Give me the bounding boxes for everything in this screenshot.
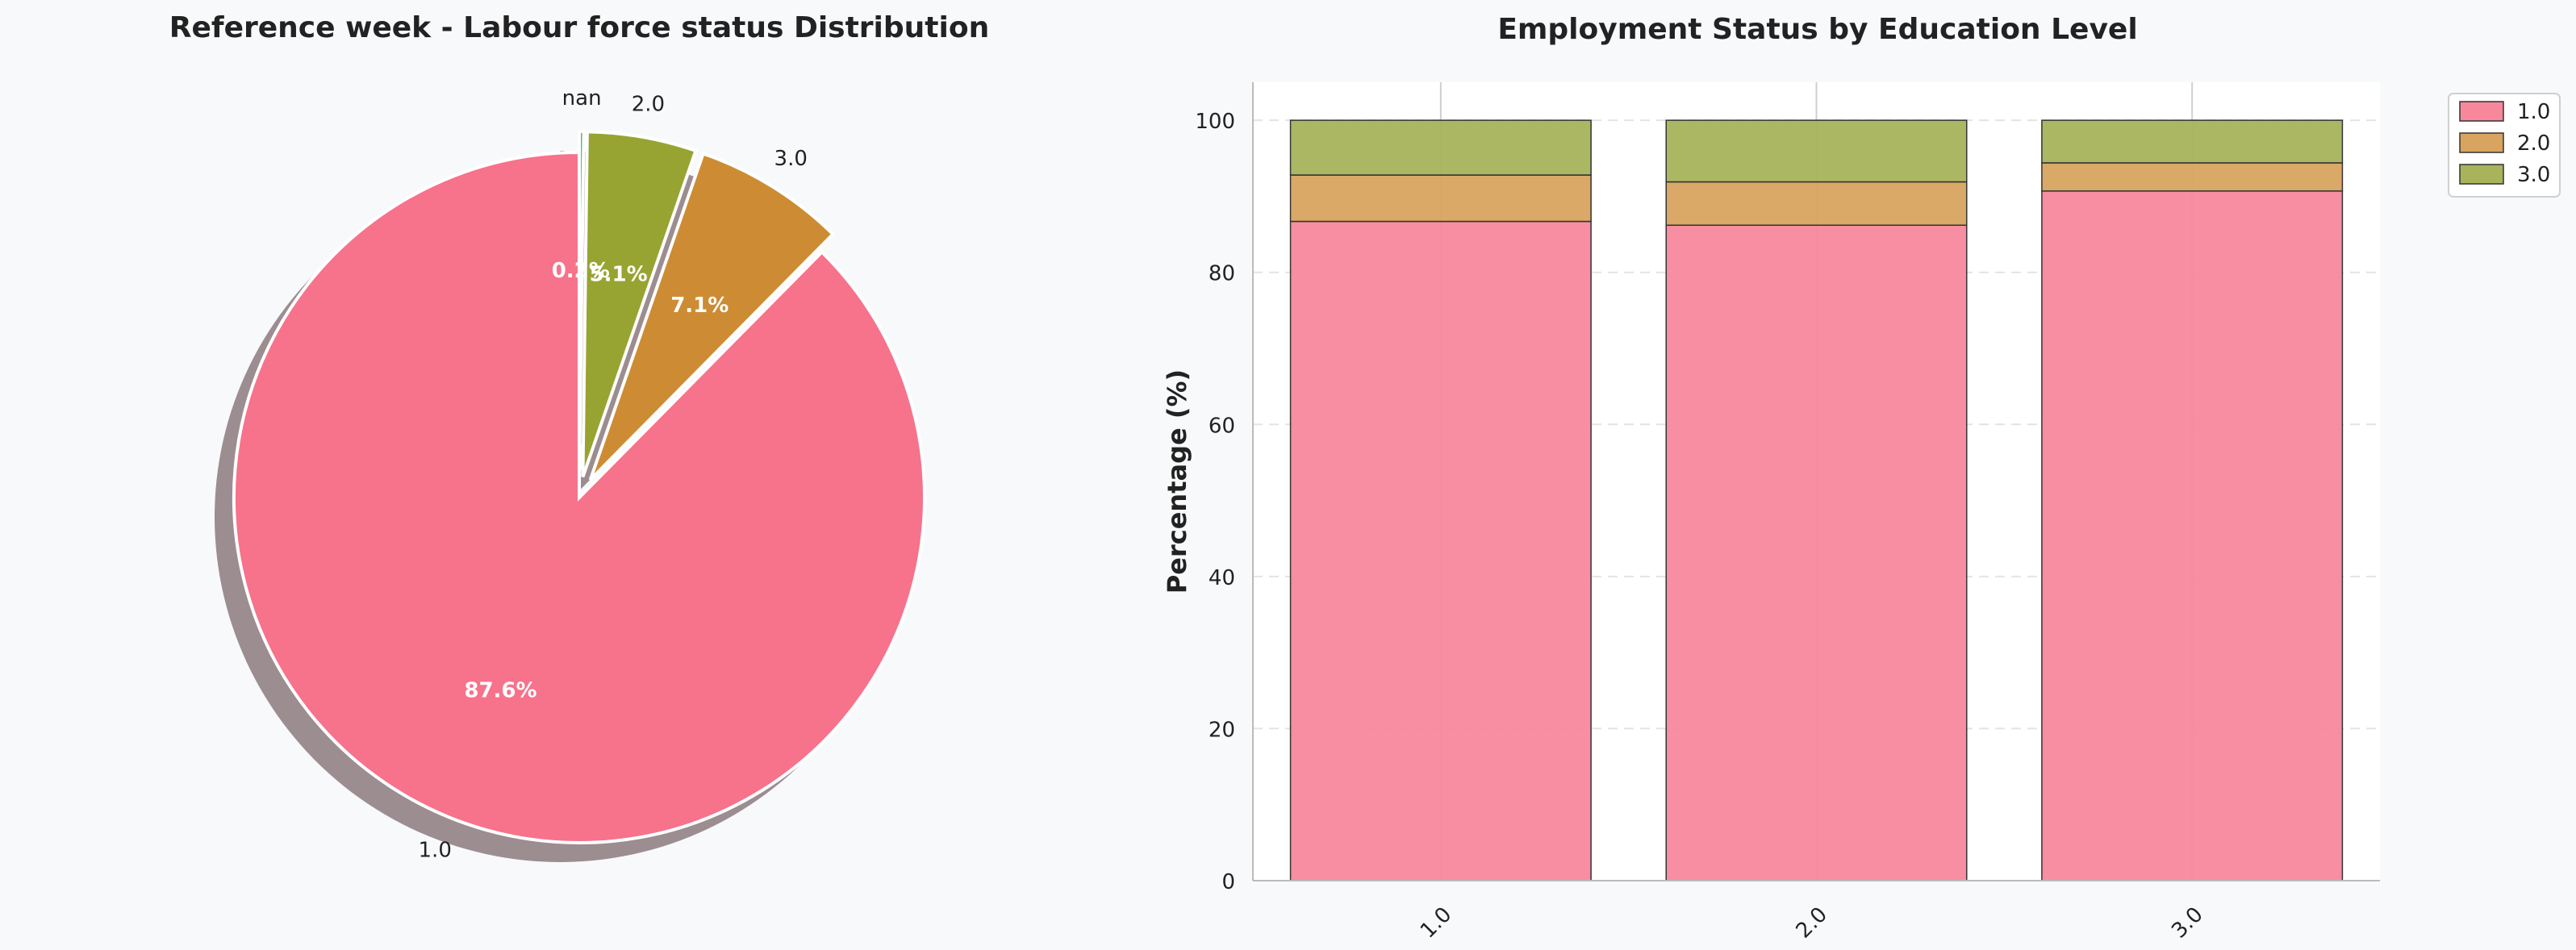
bar-chart-title: Employment Status by Education Level: [1497, 13, 2137, 46]
y-tick-label: 20: [1209, 718, 1235, 742]
legend-label: 1.0: [2517, 100, 2550, 124]
x-tick-label: 1.0: [1416, 902, 1456, 943]
y-tick-label: 40: [1209, 566, 1235, 590]
bar-bars: [1289, 119, 2344, 881]
pie-slice: [232, 150, 926, 844]
pie-labels: 87.6% 1.0 7.1% 3.0 5.1% 2.0 0.2% nan: [419, 86, 808, 862]
y-tick-label: 0: [1221, 870, 1235, 894]
legend-swatch: [2459, 132, 2504, 153]
y-tick-label: 60: [1209, 414, 1235, 438]
legend: 1.0 2.0 3.0: [2448, 93, 2561, 198]
y-tick-label: 100: [1195, 110, 1235, 134]
pie-pct-label: 87.6%: [464, 679, 536, 703]
pie-category-label: 2.0: [632, 93, 665, 117]
bar-segment: [1289, 119, 1592, 176]
legend-swatch: [2459, 164, 2504, 185]
bar-segment: [2041, 190, 2344, 881]
pie-pct-label: 7.1%: [670, 294, 729, 318]
pie-category-label: 3.0: [774, 147, 808, 171]
bar-segment: [2041, 119, 2344, 164]
legend-swatch: [2459, 101, 2504, 122]
legend-label: 2.0: [2517, 131, 2550, 156]
y-tick-label: 80: [1209, 262, 1235, 286]
pie-pct-label: 5.1%: [590, 262, 648, 286]
y-axis-label: Percentage (%): [1162, 369, 1192, 594]
bar-segment: [1289, 220, 1592, 881]
bar-segment: [1665, 181, 1968, 227]
pie-chart-panel: Reference week - Labour force status Dis…: [169, 11, 989, 863]
x-tick-label: 3.0: [2167, 902, 2207, 943]
pie-slice: [588, 151, 836, 481]
pie-slices: [232, 130, 926, 844]
bar-segment: [1665, 224, 1968, 881]
pie-slice: [578, 130, 586, 477]
pie-category-label: nan: [562, 86, 602, 110]
bar-segment: [1665, 119, 1968, 183]
bar-segment: [2041, 162, 2344, 192]
bar-chart-panel: Employment Status by Education Level 0 20…: [1162, 13, 2561, 944]
legend-label: 3.0: [2517, 163, 2550, 187]
pie-slice: [581, 130, 698, 478]
bar-segment: [1289, 174, 1592, 223]
pie-pct-label: 0.2%: [552, 259, 610, 283]
pie-chart-title: Reference week - Labour force status Dis…: [169, 11, 989, 44]
x-tick-label: 2.0: [1792, 902, 1832, 943]
pie-category-label: 1.0: [419, 839, 452, 863]
